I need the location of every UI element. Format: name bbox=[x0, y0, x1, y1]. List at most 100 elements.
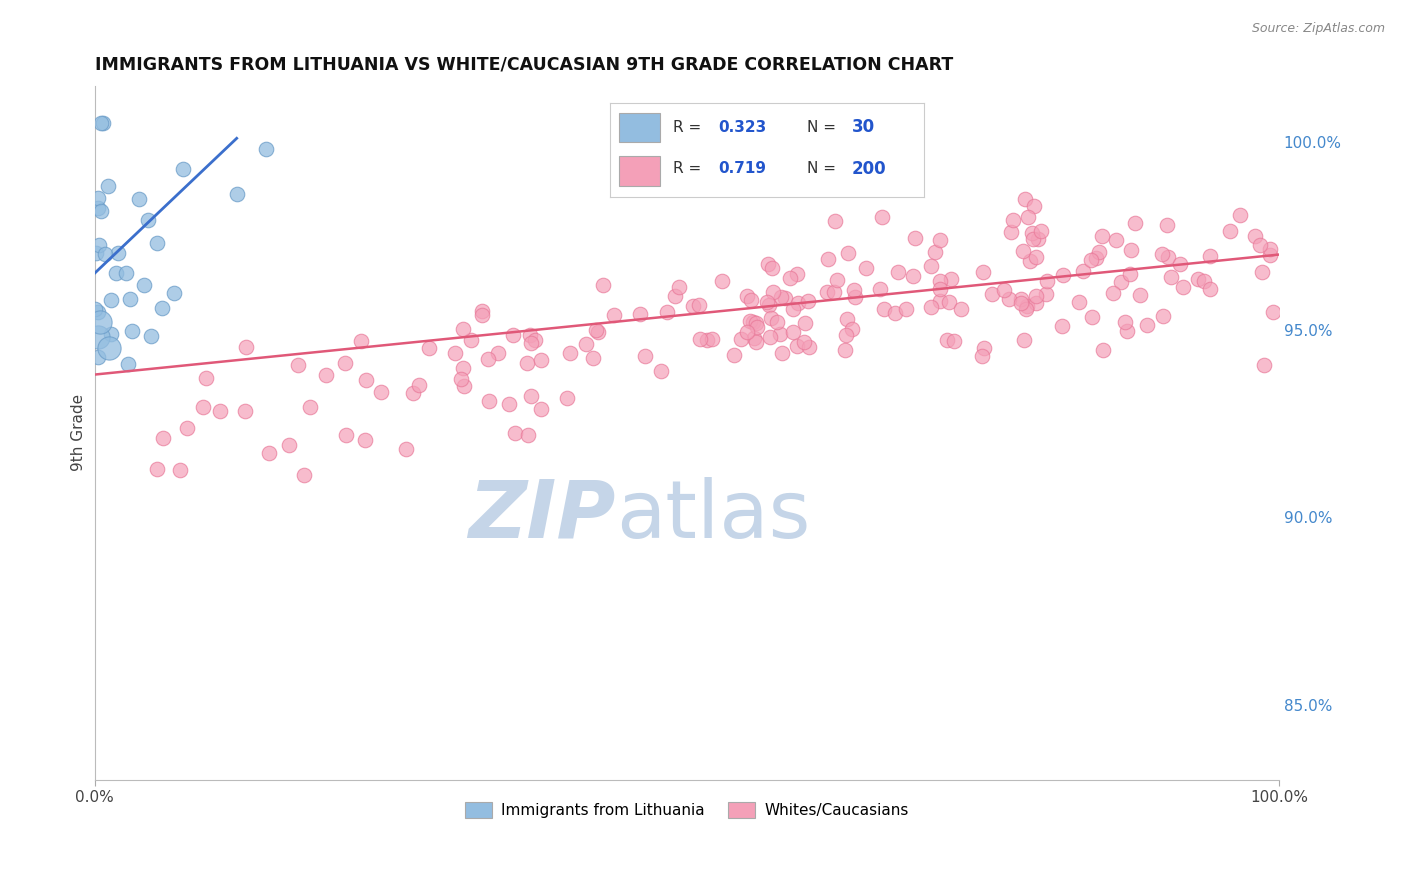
Point bbox=[929, 282, 952, 296]
Point bbox=[769, 327, 792, 342]
Point bbox=[950, 301, 973, 316]
Point bbox=[105, 267, 128, 281]
Point bbox=[1021, 226, 1043, 240]
Point bbox=[117, 357, 139, 371]
Point bbox=[1017, 299, 1039, 313]
Point bbox=[1152, 309, 1174, 323]
Point bbox=[747, 319, 769, 334]
Point bbox=[1192, 273, 1215, 287]
Point bbox=[1101, 286, 1123, 301]
Point bbox=[450, 372, 472, 386]
Point bbox=[786, 296, 808, 310]
Point bbox=[740, 293, 762, 307]
Point bbox=[762, 285, 785, 299]
Point bbox=[766, 315, 789, 329]
Point bbox=[901, 268, 924, 283]
Point bbox=[779, 270, 801, 285]
Point bbox=[418, 342, 440, 356]
Point bbox=[817, 252, 839, 267]
Point bbox=[370, 384, 392, 399]
Point bbox=[1105, 233, 1128, 247]
Point bbox=[1261, 304, 1284, 318]
Point bbox=[443, 345, 465, 359]
Point bbox=[842, 283, 865, 297]
Point bbox=[115, 266, 138, 280]
Point bbox=[91, 116, 114, 130]
Point bbox=[936, 333, 959, 347]
Point bbox=[873, 302, 896, 317]
Point bbox=[834, 343, 856, 357]
Point bbox=[100, 293, 122, 307]
Point bbox=[451, 361, 474, 376]
Point bbox=[1012, 334, 1035, 348]
Point bbox=[1129, 288, 1152, 302]
Point bbox=[558, 346, 581, 360]
Point bbox=[1253, 359, 1275, 373]
Point bbox=[1050, 318, 1073, 333]
Point bbox=[903, 231, 925, 245]
Point bbox=[354, 373, 377, 387]
Point bbox=[121, 324, 143, 338]
Point bbox=[555, 391, 578, 405]
Point bbox=[741, 315, 763, 329]
Y-axis label: 9th Grade: 9th Grade bbox=[72, 394, 86, 471]
Point bbox=[471, 304, 494, 318]
Point bbox=[89, 315, 111, 329]
Point bbox=[1025, 296, 1047, 310]
Point bbox=[1156, 218, 1178, 232]
Point bbox=[191, 400, 214, 414]
Point bbox=[1010, 296, 1032, 310]
Point bbox=[756, 294, 779, 309]
Point bbox=[529, 401, 551, 416]
Point bbox=[1114, 315, 1136, 329]
Point bbox=[1092, 343, 1115, 357]
Point bbox=[146, 235, 169, 250]
Point bbox=[941, 272, 963, 286]
Point bbox=[770, 346, 793, 360]
Point bbox=[523, 333, 546, 347]
Point bbox=[700, 332, 723, 346]
Point bbox=[477, 351, 499, 366]
Point bbox=[745, 317, 768, 331]
Point bbox=[759, 329, 782, 343]
Point bbox=[1001, 213, 1024, 227]
Point bbox=[815, 285, 838, 299]
Point bbox=[1251, 265, 1274, 279]
Point bbox=[354, 433, 377, 447]
Point bbox=[134, 278, 156, 293]
Point bbox=[1087, 244, 1109, 259]
Point bbox=[292, 467, 315, 482]
Point bbox=[782, 301, 804, 316]
Point bbox=[84, 301, 107, 316]
Point bbox=[84, 246, 107, 260]
Point bbox=[486, 346, 509, 360]
Point bbox=[1123, 216, 1146, 230]
Point bbox=[1025, 289, 1047, 303]
Point bbox=[1150, 246, 1173, 260]
Point bbox=[1081, 310, 1104, 325]
Point bbox=[1031, 224, 1053, 238]
Point bbox=[633, 349, 655, 363]
Point bbox=[723, 348, 745, 362]
Point bbox=[1052, 268, 1074, 282]
Point bbox=[107, 246, 129, 260]
Point bbox=[519, 328, 541, 343]
Point bbox=[90, 203, 112, 218]
Point bbox=[585, 323, 607, 337]
Point bbox=[408, 378, 430, 392]
Point bbox=[1229, 208, 1251, 222]
Point bbox=[592, 277, 614, 292]
Point bbox=[1018, 253, 1040, 268]
Point bbox=[756, 256, 779, 270]
Point bbox=[1014, 192, 1036, 206]
Point bbox=[87, 191, 110, 205]
Point bbox=[884, 306, 907, 320]
Point bbox=[120, 292, 142, 306]
Point bbox=[335, 428, 357, 442]
Point bbox=[844, 289, 866, 303]
Point bbox=[172, 162, 194, 177]
Point bbox=[1258, 248, 1281, 262]
Point bbox=[97, 179, 120, 194]
Point bbox=[225, 186, 247, 201]
Point bbox=[520, 389, 543, 403]
